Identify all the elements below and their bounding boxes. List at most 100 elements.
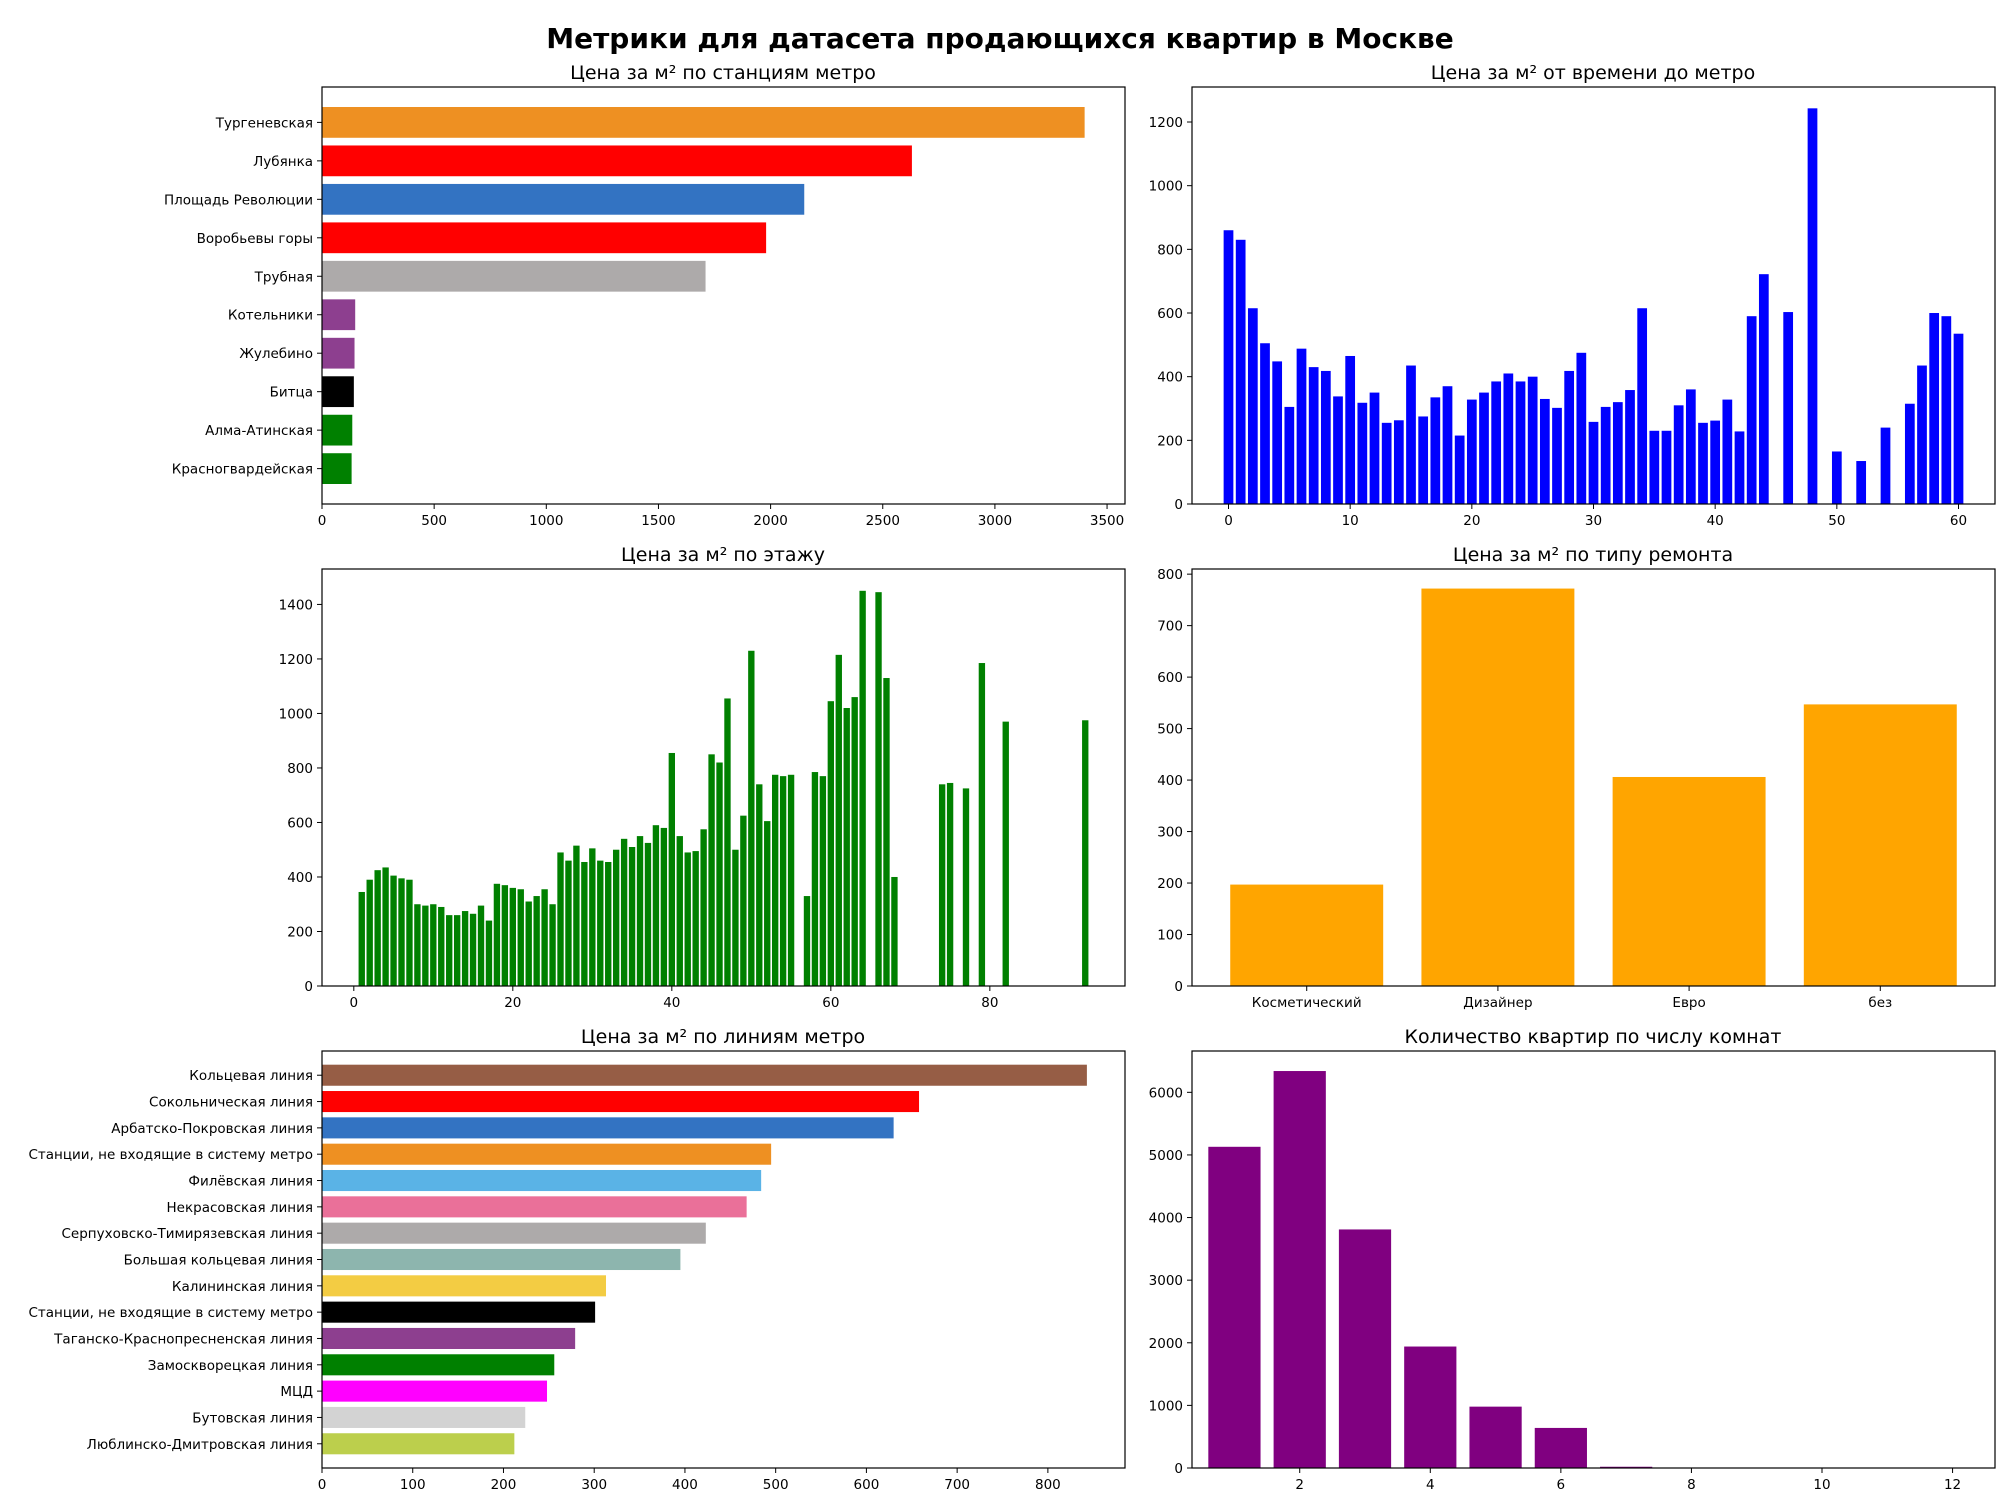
y-tick-label: 1000 [279, 706, 313, 722]
bar [1612, 402, 1623, 504]
x-tick-label: 6 [1557, 1477, 1566, 1493]
y-tick-label: 100 [1157, 928, 1183, 944]
bar [390, 875, 397, 986]
category-label: Филёвская линия [188, 1174, 313, 1190]
bar [322, 1117, 894, 1139]
bar [1082, 720, 1089, 986]
bar [438, 906, 445, 986]
bar [322, 1406, 526, 1428]
bar [517, 889, 524, 986]
plot-frame [1191, 568, 1996, 987]
bar [533, 896, 540, 986]
y-tick-label: 0 [1174, 979, 1183, 995]
chart-time: Цена за м² от времени до метро 0 10 20 30 40 5… [1149, 62, 1996, 529]
x-tick-label: 4 [1426, 1477, 1435, 1493]
bar [322, 453, 352, 484]
category-label: Воробьевы горы [197, 231, 313, 247]
bar [322, 1433, 515, 1455]
bar [414, 904, 421, 986]
x-tick-label: 3500 [1090, 513, 1124, 529]
bar [446, 915, 453, 986]
x-tick-label: 2 [1295, 1477, 1304, 1493]
bar [1953, 333, 1964, 504]
bar [1673, 405, 1684, 504]
bar [1260, 343, 1270, 504]
bar [883, 678, 890, 986]
chart-title: Цена за м² по линиям метро [581, 1026, 865, 1048]
bar [322, 145, 912, 177]
x-tick-label: Косметический [1252, 995, 1362, 1011]
bar [322, 1248, 681, 1271]
bar [1320, 370, 1331, 504]
bar [644, 842, 652, 986]
bar [557, 852, 564, 986]
bar [322, 1169, 762, 1192]
bar [628, 847, 636, 986]
bar [1230, 884, 1384, 986]
category-label: Серпуховско-Тимирязевская линия [61, 1226, 313, 1242]
bar [565, 860, 572, 986]
category-label: Станции, не входящие в систему метро [28, 1147, 313, 1163]
bar [811, 772, 819, 986]
y-tick-label: 600 [1157, 670, 1183, 686]
bar [501, 885, 509, 986]
y-tick-label: 200 [1157, 433, 1183, 449]
x-tick-label: 1000 [529, 513, 563, 529]
bar [740, 815, 747, 986]
bar [962, 788, 970, 986]
x-tick-label: 500 [421, 513, 447, 529]
x-tick-label: 8 [1687, 1477, 1696, 1493]
bar [322, 1275, 606, 1297]
bar [660, 827, 668, 986]
x-tick-label: 0 [318, 1477, 327, 1493]
category-label: Лубянка [253, 154, 313, 170]
chart-stations: Цена за м² по станциям метро Тургеневская… [164, 62, 1126, 529]
bar [756, 784, 763, 986]
category-label: Арбатско-Покровская линия [111, 1121, 313, 1137]
bar [322, 107, 1085, 138]
bar [1807, 108, 1818, 504]
x-tick-label: 3000 [978, 513, 1012, 529]
bar [1625, 390, 1635, 504]
category-label: Сокольническая линия [149, 1095, 313, 1111]
bar [322, 222, 767, 254]
plot-frame [321, 86, 1126, 505]
bar [1345, 355, 1356, 504]
bar [1685, 389, 1696, 504]
x-tick-label: 600 [854, 1477, 880, 1493]
x-tick-label: 20 [1463, 513, 1480, 529]
bar [700, 829, 707, 986]
bar [1503, 373, 1514, 504]
bar [322, 1091, 920, 1113]
y-tick-label: 800 [287, 761, 313, 777]
bar [1803, 704, 1957, 986]
bar [322, 183, 805, 215]
bar [1527, 376, 1538, 504]
x-tick-label: 0 [1224, 513, 1233, 529]
category-label: Алма-Атинская [205, 423, 313, 439]
x-tick-label: 10 [1342, 513, 1359, 529]
y-tick-label: 400 [287, 870, 313, 886]
y-tick-label: 600 [287, 815, 313, 831]
bar [322, 1327, 576, 1350]
bar [374, 870, 381, 986]
x-tick-label: 300 [581, 1477, 607, 1493]
y-tick-label: 1200 [279, 652, 313, 668]
x-tick-label: без [1868, 995, 1892, 1011]
bar [827, 701, 835, 986]
bar [1734, 431, 1745, 504]
x-tick-label: 80 [981, 995, 998, 1011]
y-tick-label: 600 [1157, 306, 1183, 322]
bar [322, 260, 706, 292]
category-label: Бутовская линия [192, 1410, 313, 1426]
bar [406, 879, 413, 986]
bar [541, 889, 548, 986]
bar [1856, 461, 1867, 504]
y-tick-label: 400 [1157, 773, 1183, 789]
x-tick-label: Дизайнер [1463, 995, 1532, 1011]
bar [1722, 399, 1733, 504]
category-label: Станции, не входящие в систему метро [28, 1305, 313, 1321]
bar [668, 752, 676, 986]
